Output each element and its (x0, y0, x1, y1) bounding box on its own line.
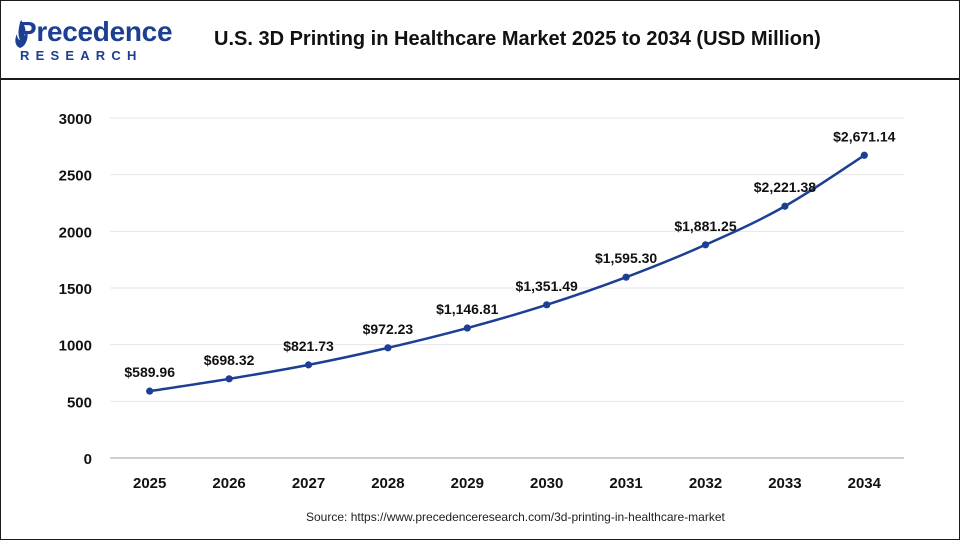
header-divider (0, 78, 960, 80)
y-tick-label-1000: 1000 (59, 338, 92, 355)
data-label-2031: $1,595.30 (595, 250, 657, 266)
data-label-2028: $972.23 (363, 321, 414, 337)
chart-title: U.S. 3D Printing in Healthcare Market 20… (214, 28, 821, 50)
data-label-2026: $698.32 (204, 352, 255, 368)
data-label-2027: $821.73 (283, 338, 334, 354)
y-tick-label-1500: 1500 (59, 281, 92, 298)
data-point-2031 (622, 273, 630, 281)
logo-subtitle: RESEARCH (20, 48, 143, 63)
x-tick-label-2028: 2028 (371, 475, 404, 492)
x-axis-ticks: 2025 2026 2027 2028 2029 2030 2031 2032 2033 2034 (133, 475, 882, 492)
x-tick-label-2034: 2034 (848, 475, 882, 492)
x-tick-label-2025: 2025 (133, 475, 166, 492)
x-tick-label-2029: 2029 (451, 475, 484, 492)
logo-flame-icon (15, 20, 28, 48)
data-points (146, 151, 868, 395)
data-label-2034: $2,671.14 (833, 128, 895, 144)
y-axis-ticks: 0 500 1000 1500 2000 2500 3000 (59, 111, 92, 468)
source-note: Source: https://www.precedenceresearch.c… (306, 510, 725, 524)
gridlines (110, 117, 904, 402)
y-tick-label-2000: 2000 (59, 224, 92, 241)
data-point-2030 (543, 301, 551, 309)
y-tick-label-3000: 3000 (59, 111, 92, 128)
data-point-2029 (463, 324, 471, 332)
x-tick-label-2026: 2026 (212, 475, 245, 492)
brand-logo: Precedence RESEARCH (14, 14, 173, 64)
data-labels: $589.96 $698.32 $821.73 $972.23 $1,146.81 $1,… (124, 128, 895, 380)
x-tick-label-2033: 2033 (768, 475, 801, 492)
y-tick-label-500: 500 (67, 394, 92, 411)
data-label-2032: $1,881.25 (674, 218, 736, 234)
logo-wordmark: Precedence (18, 16, 173, 47)
data-label-2029: $1,146.81 (436, 301, 498, 317)
data-point-2026 (225, 375, 233, 383)
data-point-2033 (781, 202, 789, 210)
x-tick-label-2030: 2030 (530, 475, 563, 492)
data-label-2033: $2,221.38 (754, 179, 816, 195)
data-point-2027 (304, 361, 313, 369)
data-point-2032 (701, 241, 710, 249)
y-tick-label-0: 0 (84, 451, 92, 468)
data-label-2030: $1,351.49 (516, 278, 578, 294)
y-tick-label-2500: 2500 (59, 168, 92, 185)
data-point-2025 (146, 387, 154, 395)
x-tick-label-2027: 2027 (292, 475, 325, 492)
x-tick-label-2031: 2031 (609, 475, 642, 492)
header: Precedence RESEARCH U.S. 3D Printing in … (0, 0, 960, 80)
data-label-2025: $589.96 (124, 364, 175, 380)
series-line (149, 154, 865, 393)
data-point-2028 (384, 344, 392, 352)
data-point-2034 (860, 151, 868, 159)
x-tick-label-2032: 2032 (689, 475, 722, 492)
